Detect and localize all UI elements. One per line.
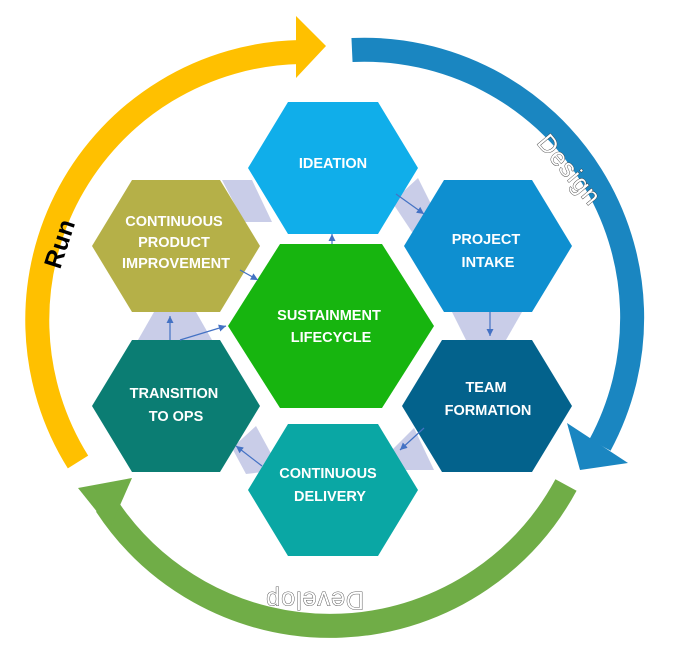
sustainment-label-2: LIFECYCLE	[291, 330, 372, 346]
develop-arrowhead-icon	[78, 478, 132, 528]
transition-to-ops-hexagon	[92, 340, 260, 472]
stage-team-formation: TEAM FORMATION	[402, 340, 572, 472]
link-delivery-to-transition	[235, 445, 263, 467]
design-arrowhead-icon	[567, 423, 628, 470]
ideation-label: IDEATION	[299, 156, 367, 172]
svg-text:TRANSITION TO OPS: TRANSITION TO OPS	[130, 386, 223, 425]
ideation-hexagon	[248, 102, 418, 234]
run-arc: Run	[25, 16, 326, 469]
stage-ideation: IDEATION	[248, 102, 418, 234]
continuous-improvement-label-1: CONTINUOUS	[125, 214, 223, 230]
project-intake-label-2: INTAKE	[462, 255, 515, 271]
team-formation-hexagon	[402, 340, 572, 472]
link-ideation-to-intake	[395, 193, 425, 215]
svg-text:TEAM FORMATION: TEAM FORMATION	[445, 380, 532, 419]
continuous-improvement-hexagon	[92, 180, 260, 312]
link-arrows	[166, 193, 494, 467]
svg-text:CONTINUOUS DELIVERY: CONTINUOUS DELIVERY	[279, 466, 381, 505]
sustainment-label-1: SUSTAINMENT	[277, 308, 381, 324]
link-improvement-to-center	[239, 269, 259, 281]
continuous-improvement-label-3: IMPROVEMENT	[122, 256, 230, 272]
center-sustainment-lifecycle: SUSTAINMENT LIFECYCLE	[228, 244, 434, 408]
project-intake-label-1: PROJECT	[452, 232, 521, 248]
transition-to-ops-label-1: TRANSITION	[130, 386, 219, 402]
link-team-to-delivery	[399, 427, 425, 451]
svg-text:IDEATION: IDEATION	[299, 156, 367, 172]
continuous-delivery-label-2: DELIVERY	[294, 489, 366, 505]
develop-arc: Develop	[78, 478, 577, 638]
stage-continuous-delivery: CONTINUOUS DELIVERY	[248, 424, 418, 556]
continuous-improvement-label-2: PRODUCT	[138, 235, 210, 251]
sustainment-hexagon	[228, 244, 434, 408]
project-intake-hexagon	[404, 180, 572, 312]
connector-transition-improvement	[138, 312, 212, 340]
stage-continuous-product-improvement: CONTINUOUS PRODUCT IMPROVEMENT	[92, 180, 260, 312]
svg-text:PROJECT INTAKE: PROJECT INTAKE	[452, 232, 525, 271]
link-transition-to-center	[179, 324, 227, 341]
continuous-delivery-hexagon	[248, 424, 418, 556]
team-formation-label-1: TEAM	[465, 380, 506, 396]
continuous-delivery-label-1: CONTINUOUS	[279, 466, 377, 482]
transition-to-ops-label-2: TO OPS	[149, 409, 204, 425]
team-formation-label-2: FORMATION	[445, 403, 532, 419]
run-arrowhead-icon	[296, 16, 326, 78]
stage-project-intake: PROJECT INTAKE	[404, 180, 572, 312]
connector-improvement-ideation	[222, 180, 272, 222]
connector-intake-team	[452, 312, 522, 340]
develop-label: Develop	[265, 586, 364, 614]
stage-transition-to-ops: TRANSITION TO OPS	[92, 340, 260, 472]
svg-text:CONTINUOUS PRODUCT: CONTINUOUS PRODUCT IMPROVEMENT	[122, 214, 230, 272]
svg-text:SUSTAINMENT LIFECYCLE: SUSTAINMENT LIFECYCLE	[277, 308, 385, 346]
